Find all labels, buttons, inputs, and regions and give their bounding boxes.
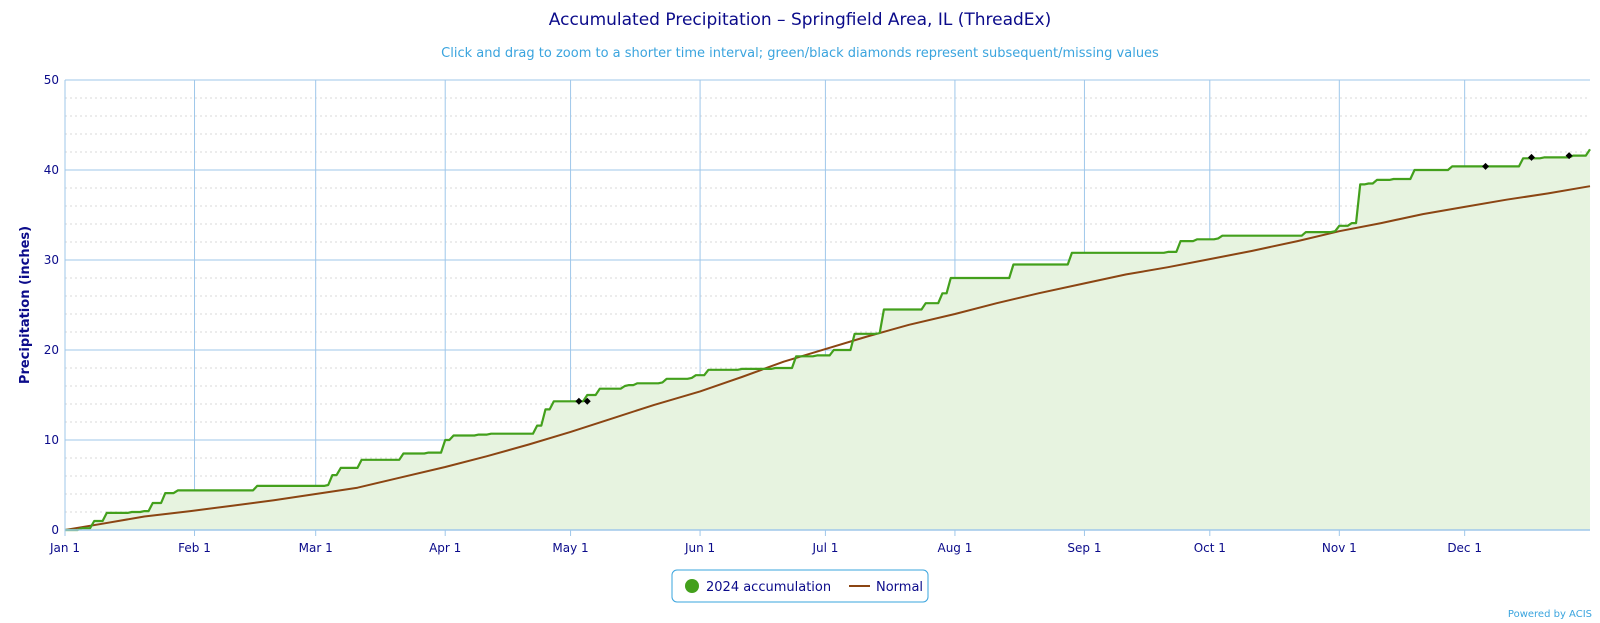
credit-link[interactable]: Powered by ACIS [1508,609,1592,620]
missing-value-marker [1528,153,1536,161]
legend-accumulation-swatch [685,579,699,593]
x-tick-label: May 1 [552,541,588,555]
x-axis-ticks: Jan 1 Feb 1 Mar 1 Apr 1 May 1 Jun 1 Jul 1 Aug 1… [49,530,1482,555]
x-tick-label: Nov 1 [1322,541,1357,555]
accumulation-area [65,149,1590,531]
chart-subtitle: Click and drag to zoom to a shorter time… [441,46,1159,61]
x-tick-label: Mar 1 [299,541,333,555]
missing-value-marker [583,397,591,405]
y-axis-title: Precipitation (inches) [18,226,33,384]
y-tick-label: 10 [44,433,59,447]
x-tick-label: Jun 1 [684,541,715,555]
x-tick-label: Jan 1 [49,541,80,555]
x-tick-label: Sep 1 [1067,541,1101,555]
y-tick-label: 20 [44,343,59,357]
x-tick-label: Oct 1 [1194,541,1226,555]
legend-item-accumulation[interactable]: 2024 accumulation [685,579,831,595]
legend-item-normal[interactable]: Normal [849,580,923,595]
legend-normal-label: Normal [876,580,923,595]
y-tick-label: 30 [44,253,59,267]
y-tick-label: 0 [51,523,59,537]
x-tick-label: Jul 1 [811,541,838,555]
chart-title: Accumulated Precipitation – Springfield … [549,10,1051,30]
missing-value-marker [1565,152,1573,160]
legend-accumulation-label: 2024 accumulation [706,580,831,595]
legend-box [671,569,929,603]
normal-line[interactable] [64,185,1591,531]
x-tick-label: Aug 1 [937,541,972,555]
missing-value-marker [575,397,583,405]
x-tick-label: Dec 1 [1447,541,1482,555]
accumulation-line[interactable] [65,148,1591,532]
missing-value-marker [1482,162,1490,170]
plot-area[interactable]: Jan 1 Feb 1 Mar 1 Apr 1 May 1 Jun 1 Jul 1 Aug 1… [44,73,1591,555]
missing-value-markers [575,152,1573,405]
legend[interactable]: 2024 accumulation Normal [671,569,929,603]
x-tick-label: Feb 1 [178,541,211,555]
y-tick-label: 40 [44,163,59,177]
x-tick-label: Apr 1 [429,541,461,555]
y-axis-ticks: 0 10 20 30 40 50 [44,73,59,537]
y-tick-label: 50 [44,73,59,87]
